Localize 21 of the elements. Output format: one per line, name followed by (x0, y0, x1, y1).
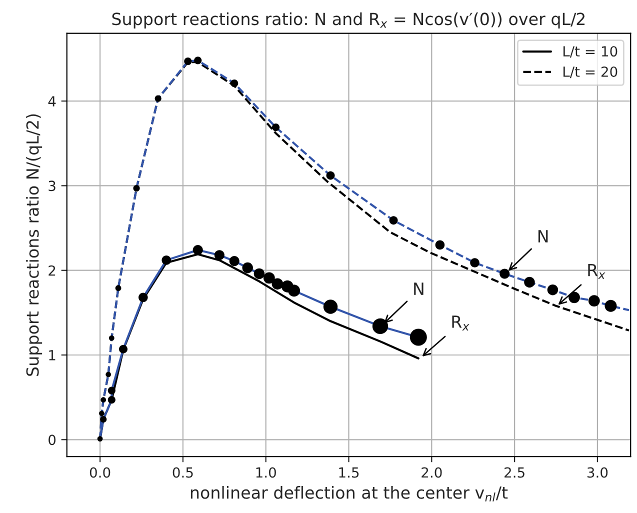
x-tick-label: 1.5 (339, 467, 359, 478)
chart-title: Support reactions ratio: N and R$_{x}$ = Ncos(v′(0)) over qL/2 (112, 12, 585, 28)
y-tick-label: 0 (48, 434, 56, 446)
annotation: N (414, 282, 424, 295)
x-axis-title: nonlinear deflection at the center v$_{nl}$/t (190, 486, 508, 502)
x-tick-label: 0.0 (90, 467, 110, 478)
annotation: R$_{x}$ (452, 316, 470, 331)
x-tick-label: 0.5 (172, 467, 193, 478)
x-tick-label: 3.0 (587, 467, 608, 478)
annotation: R$_{x}$ (588, 264, 606, 279)
annotation: N (538, 230, 548, 242)
y-tick-label: 4 (48, 96, 56, 106)
y-tick-label: 3 (48, 180, 56, 192)
legend-label: L/t = 10 (563, 46, 618, 58)
x-tick-label: 2.5 (504, 467, 524, 478)
y-tick-label: 2 (48, 265, 56, 276)
x-tick-label: 2.0 (422, 467, 442, 478)
y-axis-title: Support reactions ratio N/(qL/2) (26, 114, 42, 376)
legend-label: L/t = 20 (563, 66, 618, 78)
x-tick-label: 1.0 (256, 467, 276, 478)
y-tick-label: 1 (49, 350, 56, 360)
